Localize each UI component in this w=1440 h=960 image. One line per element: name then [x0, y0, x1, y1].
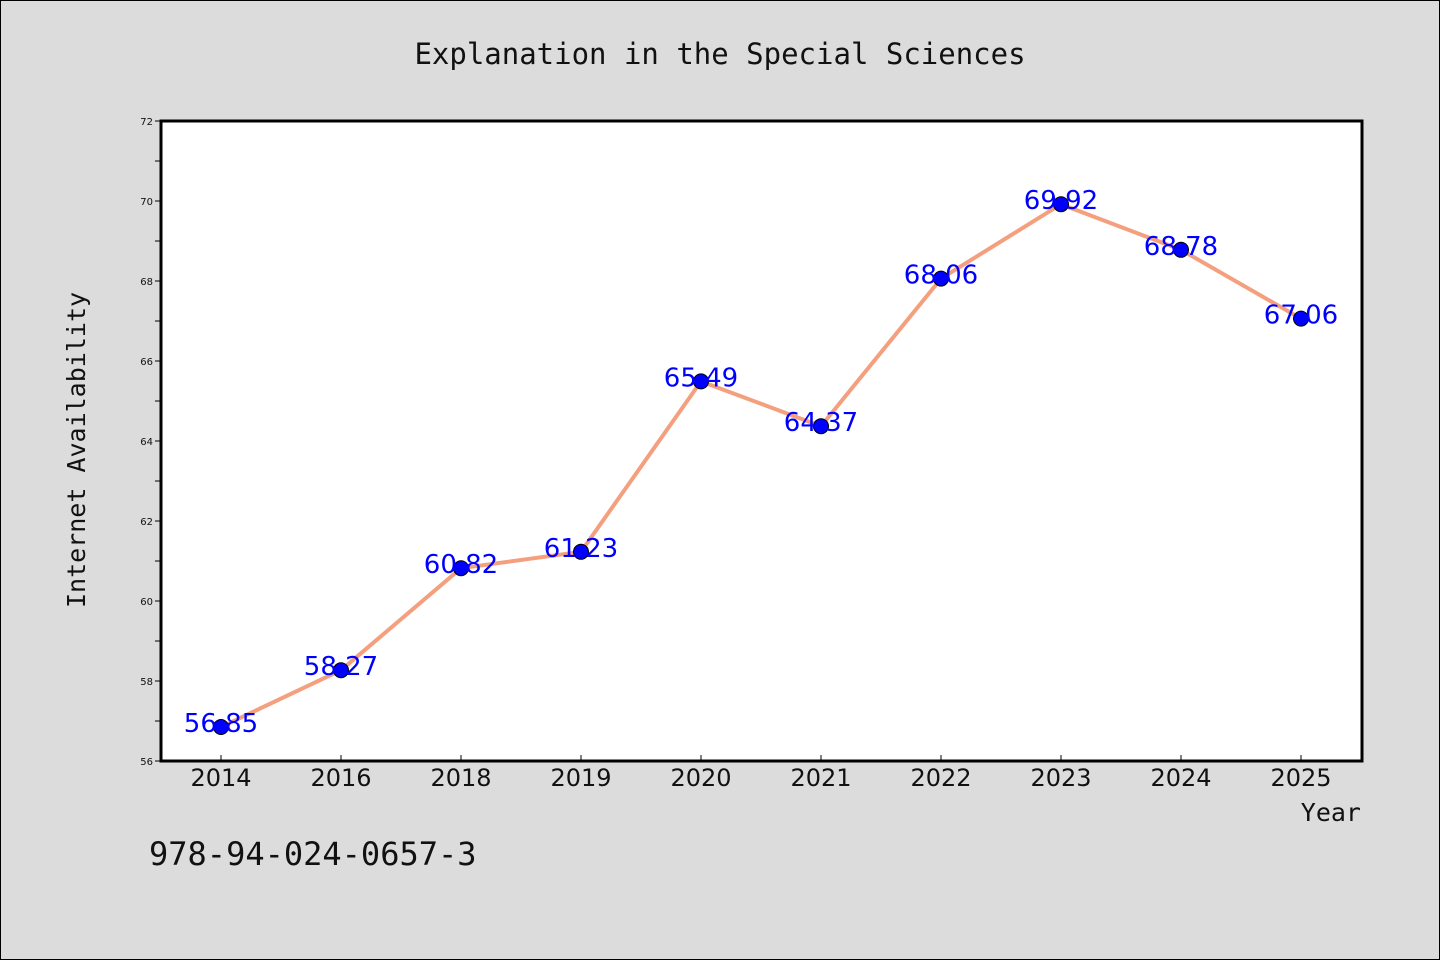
- y-tick-label: 68: [140, 277, 153, 288]
- data-label: 58.27: [304, 652, 378, 682]
- y-tick-label: 70: [140, 197, 153, 208]
- data-point: [333, 662, 349, 679]
- x-axis: 2014 2016 2018 2019 2020 2021 2022 2023 2024 2025: [190, 755, 1332, 792]
- data-label: 68.06: [904, 261, 978, 291]
- data-point: [1293, 310, 1309, 327]
- x-tick-label: 2025: [1270, 764, 1331, 792]
- series-group: 56.85 58.27 60.82 61.23 65.49 64.37 68.06 69.92…: [184, 186, 1338, 739]
- y-tick-label: 62: [140, 517, 153, 528]
- x-tick-label: 2019: [550, 764, 611, 792]
- series-line: [220, 202, 1302, 729]
- y-axis-label: Internet Availability: [62, 292, 91, 608]
- y-axis: 56 58 60 62 64 66 68 70 72: [140, 117, 161, 768]
- data-point: [213, 719, 229, 735]
- data-label: 56.85: [184, 709, 258, 739]
- y-tick-label: 66: [140, 357, 153, 368]
- data-label: 67.06: [1264, 301, 1338, 331]
- data-label: 68.78: [1144, 232, 1218, 262]
- y-tick-label: 58: [140, 677, 153, 688]
- data-point: [813, 418, 829, 435]
- x-axis-label: Year: [1301, 798, 1361, 827]
- data-label: 65.49: [664, 363, 738, 393]
- y-tick-label: 60: [140, 597, 153, 608]
- chart-title: Explanation in the Special Sciences: [414, 37, 1025, 71]
- data-point: [1053, 196, 1069, 213]
- data-point: [453, 560, 469, 577]
- y-tick-label: 56: [140, 757, 153, 768]
- x-tick-label: 2016: [310, 764, 371, 792]
- data-label: 61.23: [544, 534, 618, 564]
- data-point: [933, 270, 949, 287]
- x-tick-label: 2021: [790, 764, 851, 792]
- x-tick-label: 2024: [1150, 764, 1211, 792]
- y-tick-label: 72: [140, 117, 153, 128]
- x-tick-label: 2020: [670, 764, 731, 792]
- x-tick-label: 2018: [430, 764, 491, 792]
- data-label: 64.37: [784, 408, 858, 438]
- x-tick-label: 2022: [910, 764, 971, 792]
- data-point: [573, 543, 589, 560]
- data-point: [1173, 241, 1189, 258]
- data-label: 69.92: [1024, 186, 1098, 216]
- x-tick-label: 2014: [190, 764, 251, 792]
- data-point: [693, 373, 709, 390]
- isbn-annotation: 978-94-024-0657-3: [149, 835, 477, 873]
- x-tick-label: 2023: [1030, 764, 1091, 792]
- data-label: 60.82: [424, 550, 498, 580]
- y-tick-label: 64: [140, 437, 153, 448]
